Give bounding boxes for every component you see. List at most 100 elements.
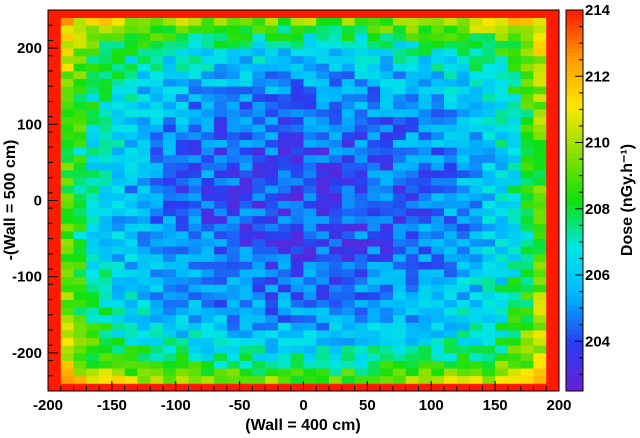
heatmap-cell (405, 230, 419, 239)
heatmap-cell (341, 154, 355, 163)
heatmap-cell (431, 337, 445, 346)
heatmap-cell (431, 269, 445, 278)
heatmap-cell (73, 93, 87, 102)
heatmap-cell (124, 383, 138, 392)
heatmap-cell (111, 10, 126, 19)
heatmap-cell (214, 314, 228, 323)
heatmap-cell (303, 208, 317, 217)
heatmap-cell (162, 86, 177, 95)
heatmap-cell (329, 17, 343, 26)
heatmap-cell (99, 131, 113, 140)
heatmap-cell (367, 223, 381, 232)
heatmap-cell (469, 147, 483, 156)
heatmap-cell (226, 253, 241, 262)
heatmap-cell (124, 307, 138, 316)
heatmap-cell (520, 291, 534, 300)
heatmap-cell (290, 307, 304, 316)
heatmap-cell (73, 337, 87, 346)
heatmap-cell (482, 345, 496, 354)
heatmap-cell (201, 154, 215, 163)
heatmap-cell (137, 170, 151, 179)
heatmap-cell (214, 139, 228, 148)
heatmap-cell (495, 10, 509, 19)
heatmap-cell (290, 32, 304, 41)
heatmap-cell (99, 10, 113, 19)
heatmap-cell (214, 223, 228, 232)
heatmap-cell (137, 124, 151, 133)
heatmap-cell (418, 131, 432, 140)
heatmap-cell (341, 78, 355, 87)
heatmap-cell (469, 314, 483, 323)
heatmap-cell (482, 261, 496, 270)
heatmap-cell (201, 124, 215, 133)
heatmap-cell (277, 345, 292, 354)
heatmap-cell (162, 170, 177, 179)
heatmap-cell (201, 368, 215, 377)
heatmap-cell (392, 299, 407, 308)
heatmap-cell (48, 276, 62, 285)
heatmap-cell (48, 177, 62, 186)
heatmap-cell (303, 78, 317, 87)
heatmap-cell (124, 215, 138, 224)
heatmap-cell (495, 86, 509, 95)
heatmap-cell (252, 177, 266, 186)
heatmap-cell (239, 208, 253, 217)
heatmap-cell (99, 17, 113, 26)
heatmap-cell (546, 375, 560, 384)
heatmap-cell (456, 352, 470, 361)
heatmap-cell (239, 299, 253, 308)
heatmap-cell (137, 10, 151, 19)
heatmap-cell (329, 208, 343, 217)
colorbar-swatch (566, 343, 583, 349)
heatmap-cell (341, 215, 355, 224)
heatmap-cell (546, 276, 560, 285)
heatmap-cell (175, 10, 189, 19)
heatmap-cell (265, 154, 279, 163)
heatmap-cell (86, 230, 100, 239)
x-tick-label: 50 (359, 397, 376, 414)
heatmap-cell (290, 360, 304, 369)
heatmap-cell (507, 238, 522, 247)
heatmap-cell (60, 330, 74, 339)
heatmap-cell (418, 147, 432, 156)
heatmap-cell (162, 162, 177, 171)
heatmap-cell (444, 337, 458, 346)
heatmap-cell (354, 192, 368, 201)
heatmap-cell (456, 139, 470, 148)
colorbar-swatch (566, 133, 583, 140)
y-axis-title: -(Wall = 500 cm) (2, 140, 19, 261)
heatmap-cell (265, 131, 279, 140)
heatmap-cell (520, 154, 534, 163)
heatmap-cell (252, 360, 266, 369)
colorbar-swatch (566, 105, 583, 111)
heatmap-cell (99, 360, 113, 369)
heatmap-cell (188, 116, 202, 125)
heatmap-cell (239, 25, 253, 34)
heatmap-cell (303, 32, 317, 41)
heatmap-cell (188, 147, 202, 156)
heatmap-cell (48, 17, 62, 26)
heatmap-cell (431, 322, 445, 331)
heatmap-cell (546, 86, 560, 95)
heatmap-cell (495, 215, 509, 224)
heatmap-cell (124, 291, 138, 300)
heatmap-cell (48, 170, 62, 179)
colorbar-tick-label: 210 (585, 135, 610, 152)
heatmap-cell (303, 147, 317, 156)
heatmap-cell (341, 330, 355, 339)
heatmap-cell (367, 192, 381, 201)
heatmap-cell (73, 261, 87, 270)
heatmap-cell (316, 124, 330, 133)
heatmap-cell (86, 63, 100, 72)
heatmap-cell (507, 25, 522, 34)
heatmap-cell (456, 147, 470, 156)
heatmap-cell (507, 352, 522, 361)
heatmap-cell (495, 139, 509, 148)
heatmap-cell (546, 261, 560, 270)
heatmap-cell (86, 162, 100, 171)
heatmap-cell (48, 109, 62, 118)
heatmap-cell (60, 352, 74, 361)
heatmap-cell (201, 147, 215, 156)
heatmap-cell (507, 360, 522, 369)
heatmap-cell (137, 261, 151, 270)
